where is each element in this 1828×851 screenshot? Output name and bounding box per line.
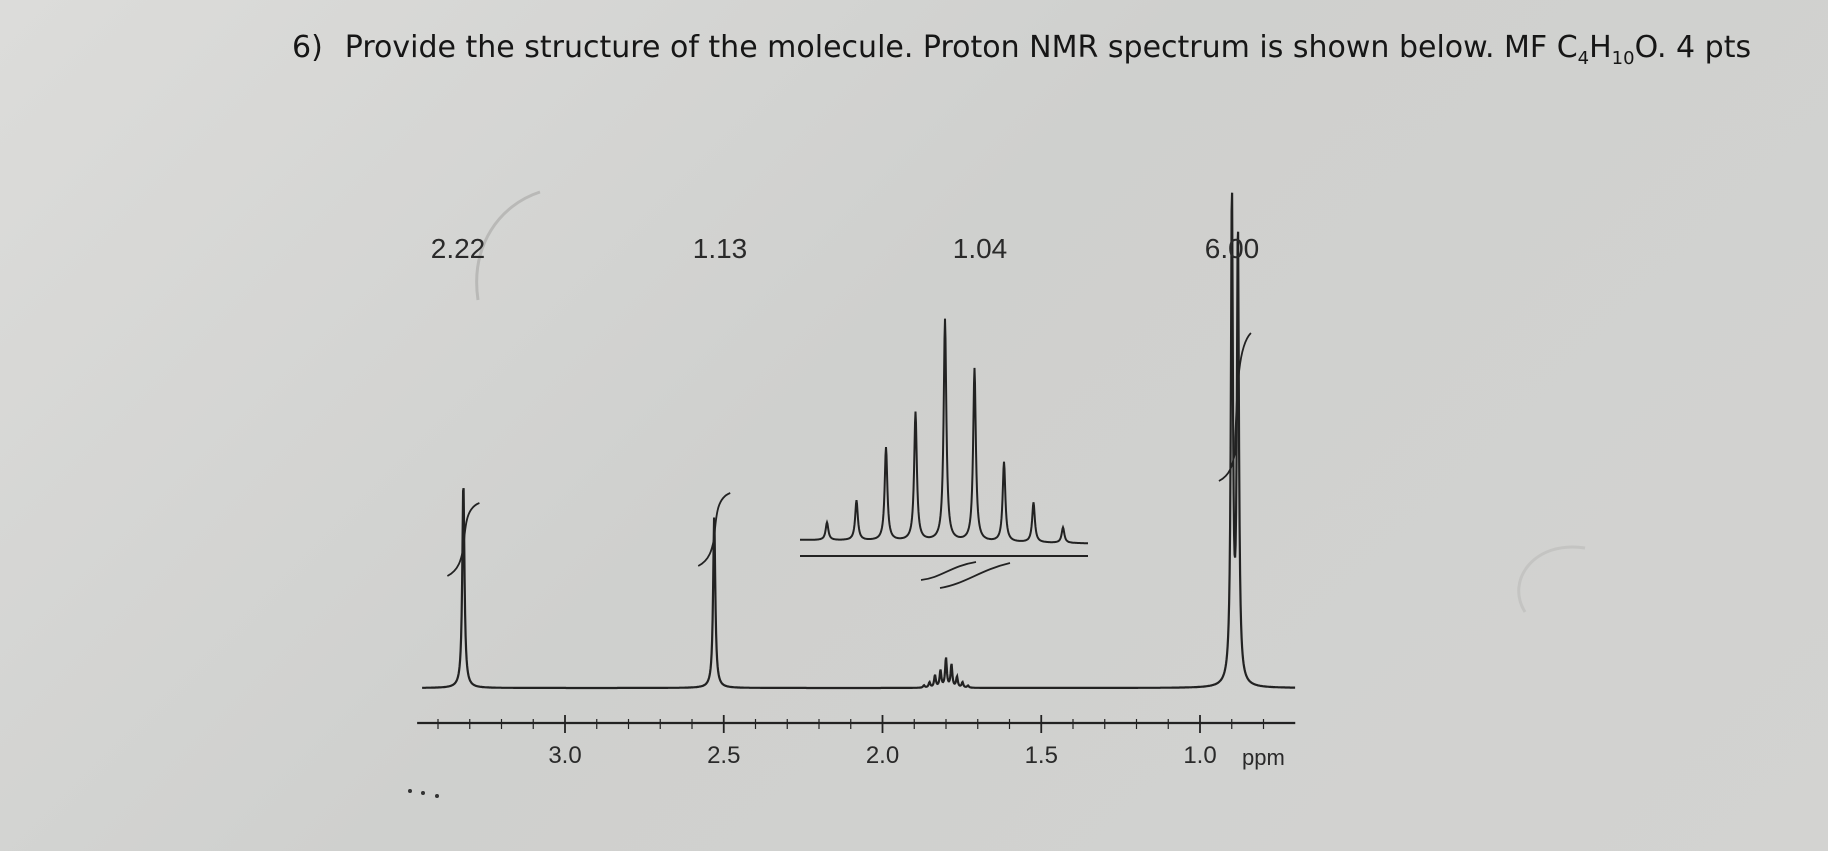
integral-curve-2 <box>920 561 977 581</box>
x-axis-unit-label: ppm <box>1242 745 1285 770</box>
question-number: 6) <box>292 30 323 65</box>
integral-label-3: 6.00 <box>1205 233 1260 264</box>
inset-multiplet-trace <box>800 318 1088 545</box>
x-tick-label: 1.5 <box>1025 742 1058 769</box>
formula-subscript-h: 10 <box>1611 48 1635 69</box>
integral-curve-3 <box>1218 332 1252 482</box>
question-text: 6) Provide the structure of the molecule.… <box>292 30 1751 69</box>
x-tick-label: 2.5 <box>707 742 740 769</box>
x-tick-label: 1.0 <box>1183 742 1216 769</box>
integral-label-2: 1.04 <box>953 233 1008 264</box>
x-tick-label: 3.0 <box>548 742 581 769</box>
integral-curve-0 <box>446 502 480 577</box>
spectrum-trace <box>422 192 1296 690</box>
stray-dot <box>408 789 412 793</box>
integral-curve-1 <box>697 492 731 567</box>
pencil-c-mark <box>1517 545 1586 613</box>
pencil-arc-mark <box>475 190 541 301</box>
question-text-before: Provide the structure of the molecule. P… <box>344 30 1578 65</box>
inset-integral-curve <box>939 562 1011 589</box>
stray-dot <box>435 794 439 798</box>
stray-dot <box>421 791 425 795</box>
formula-subscript-c: 4 <box>1577 48 1590 69</box>
x-tick-label: 2.0 <box>866 742 899 769</box>
integral-label-0: 2.22 <box>431 233 486 264</box>
formula-h: H <box>1589 30 1612 65</box>
question-text-after: O. 4 pts <box>1634 30 1752 65</box>
chart-plot-area: 2.22 1.13 1.04 6.00 3.0 2.5 2.0 1.5 1.0 ppm <box>408 192 1296 798</box>
integral-label-1: 1.13 <box>693 233 748 264</box>
